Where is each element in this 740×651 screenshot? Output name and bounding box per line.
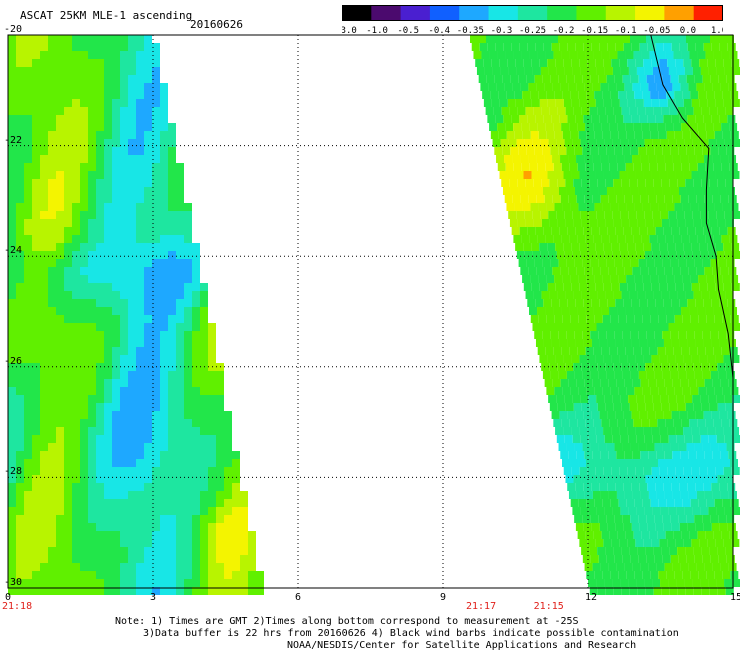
- colorbar-segment: [605, 5, 636, 20]
- colorbar-segment: [547, 5, 577, 20]
- map-title: ASCAT 25KM MLE-1 ascending: [20, 9, 193, 22]
- note-line-1: Note: 1) Times are GMT 2)Times along bot…: [115, 616, 579, 627]
- colorbar-label: -3.0: [342, 26, 357, 35]
- pass-time-label: 21:18: [2, 601, 33, 612]
- y-tick-label: -30: [4, 577, 23, 588]
- x-tick-label: 9: [440, 592, 447, 603]
- y-tick-label: -28: [4, 466, 23, 478]
- colorbar-label: -1.0: [366, 26, 388, 35]
- colorbar-label: -0.25: [519, 26, 546, 35]
- colorbar-segment: [693, 5, 723, 20]
- colorbar-segment: [576, 5, 607, 20]
- note-line-2: 3)Data buffer is 22 hrs from 20160626 4)…: [143, 628, 679, 639]
- plot-frame: [7, 34, 734, 589]
- colorbar-label: -0.35: [457, 26, 484, 35]
- y-tick-label: -22: [4, 134, 23, 146]
- x-tick-label: 15: [730, 592, 740, 603]
- note-line-3: NOAA/NESDIS/Center for Satellite Applica…: [287, 640, 637, 651]
- colorbar-segment: [635, 5, 665, 20]
- pass-time-label: 21:17: [466, 601, 497, 612]
- map-date: 20160626: [190, 18, 243, 31]
- colorbar-label: -0.5: [397, 26, 419, 35]
- colorbar-segment: [342, 5, 372, 20]
- colorbar-label: -0.15: [581, 26, 608, 35]
- colorbar-segment: [488, 5, 519, 20]
- y-tick-label: -26: [4, 355, 23, 367]
- colorbar: -3.0-1.0-0.5-0.4-0.35-0.3-0.25-0.2-0.15-…: [342, 5, 723, 35]
- x-tick-label: 0: [5, 592, 12, 603]
- x-tick-label: 3: [150, 592, 157, 603]
- colorbar-label: -0.1: [615, 26, 637, 35]
- colorbar-segment: [664, 5, 695, 20]
- x-tick-label: 6: [295, 592, 302, 603]
- colorbar-segment: [429, 5, 460, 20]
- colorbar-label: -0.2: [553, 26, 575, 35]
- colorbar-label: -0.05: [643, 26, 670, 35]
- colorbar-label: -0.4: [428, 26, 450, 35]
- colorbar-label: 1.0: [711, 26, 723, 35]
- colorbar-label: 0.0: [680, 26, 696, 35]
- colorbar-segment: [459, 5, 490, 20]
- pass-time-label: 21:15: [533, 601, 564, 612]
- x-tick-label: 12: [585, 592, 598, 603]
- colorbar-frame: [342, 5, 723, 21]
- colorbar-segment: [371, 5, 402, 20]
- y-tick-label: -20: [4, 24, 23, 35]
- colorbar-segment: [517, 5, 548, 20]
- coastline: [650, 34, 734, 378]
- swath-layer: [8, 35, 740, 595]
- colorbar-segment: [400, 5, 431, 20]
- y-tick-label: -24: [4, 245, 23, 257]
- colorbar-label: -0.3: [491, 26, 513, 35]
